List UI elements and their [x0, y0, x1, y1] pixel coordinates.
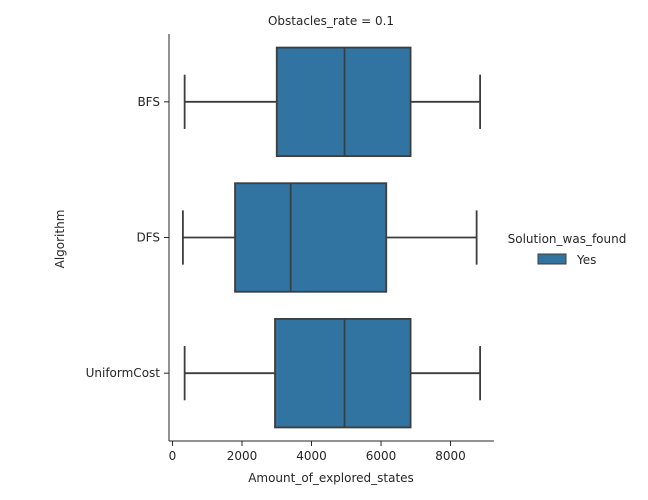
x-tick-label: 2000: [227, 449, 258, 463]
axes: 0 2000 4000 6000 8000 BFS DFS UniformCost: [86, 34, 494, 463]
x-tick-label: 8000: [435, 449, 466, 463]
legend-title: Solution_was_found: [508, 232, 627, 246]
x-axis-label: Amount_of_explored_states: [248, 471, 414, 485]
box-bfs: [183, 46, 481, 157]
x-tick-label: 0: [169, 449, 177, 463]
x-tick-label: 4000: [296, 449, 327, 463]
box-uniformcost: [183, 317, 481, 429]
x-tick-label: 6000: [366, 449, 397, 463]
y-tick-label: UniformCost: [86, 366, 161, 380]
legend: Solution_was_found Yes: [508, 232, 627, 267]
y-axis-label: Algorithm: [53, 210, 67, 269]
y-tick-label: BFS: [137, 95, 160, 109]
plot-area: [182, 46, 481, 429]
legend-swatch-yes: [537, 253, 567, 265]
iqr-box-uniformcost: [274, 317, 412, 429]
box-dfs: [182, 182, 478, 293]
legend-label-yes: Yes: [576, 253, 596, 267]
iqr-box-dfs: [234, 182, 388, 293]
chart-title: Obstacles_rate = 0.1: [268, 14, 394, 28]
y-tick-label: DFS: [136, 231, 160, 245]
